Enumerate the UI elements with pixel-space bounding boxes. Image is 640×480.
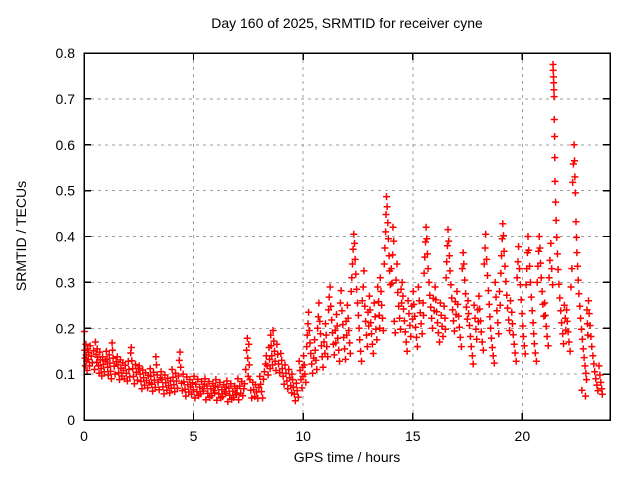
- y-tick-label: 0.3: [56, 274, 76, 290]
- x-axis-label: GPS time / hours: [293, 449, 401, 465]
- chart-title: Day 160 of 2025, SRMTID for receiver cyn…: [211, 15, 483, 31]
- y-tick-label: 0.8: [56, 45, 76, 61]
- x-tick-label: 20: [515, 428, 531, 444]
- scatter-points: [80, 61, 606, 406]
- x-tick-label: 0: [80, 428, 88, 444]
- y-tick-label: 0.6: [56, 137, 76, 153]
- x-tick-label: 10: [295, 428, 311, 444]
- y-tick-label: 0.5: [56, 183, 76, 199]
- y-tick-label: 0.4: [56, 229, 76, 245]
- x-tick-label: 5: [190, 428, 198, 444]
- x-tick-label: 15: [405, 428, 421, 444]
- y-tick-label: 0.7: [56, 91, 76, 107]
- y-tick-label: 0.1: [56, 366, 76, 382]
- y-tick-label: 0.2: [56, 320, 76, 336]
- y-tick-label: 0: [67, 412, 75, 428]
